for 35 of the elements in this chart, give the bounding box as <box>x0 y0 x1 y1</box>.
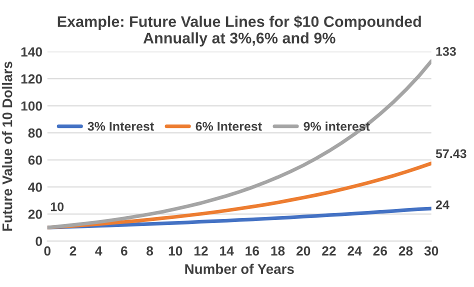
y-axis-title: Future Value of 10 Dollars <box>2 62 12 231</box>
y-tick-label: 40 <box>28 182 42 192</box>
y-tick-label: 100 <box>21 101 42 111</box>
x-tick-label: 0 <box>44 246 51 256</box>
x-tick-label: 24 <box>348 246 362 256</box>
x-tick-label: 8 <box>146 246 154 256</box>
y-tick-label: 60 <box>28 155 42 165</box>
data-label: 57.43 <box>436 149 466 158</box>
x-tick-label: 20 <box>296 246 310 256</box>
x-tick-label: 4 <box>95 246 102 256</box>
data-label: 133 <box>436 47 456 56</box>
x-tick-label: 2 <box>70 246 76 256</box>
legend-label: 9% interest <box>304 122 370 131</box>
x-tick-label: 26 <box>373 246 388 256</box>
x-tick-label: 22 <box>322 246 336 256</box>
line-series <box>47 59 432 230</box>
x-tick-label: 14 <box>220 246 234 256</box>
x-tick-label: 16 <box>246 246 260 256</box>
y-tick-label: 20 <box>28 210 42 219</box>
x-tick-label: 12 <box>194 246 208 256</box>
data-label: 10 <box>50 202 64 212</box>
x-tick-label: 30 <box>424 246 438 256</box>
data-label: 24 <box>436 200 450 210</box>
y-tick-label: 140 <box>21 47 42 57</box>
y-tick-label: 0 <box>36 236 42 246</box>
legend-label: 6% Interest <box>196 122 262 131</box>
y-tick-label: 120 <box>21 74 42 84</box>
chart-title: Example: Future Value Lines for $10 Compounded Annually at 3%,6% and 9% <box>58 16 421 46</box>
x-axis-title: Number of Years <box>185 264 294 274</box>
x-tick-label: 28 <box>398 246 413 256</box>
x-tick-label: 6 <box>121 246 128 256</box>
legend-label: 3% Interest <box>88 122 154 131</box>
x-tick-label: 10 <box>168 246 182 256</box>
x-tick-label: 18 <box>271 246 285 256</box>
y-tick-label: 80 <box>28 128 42 138</box>
